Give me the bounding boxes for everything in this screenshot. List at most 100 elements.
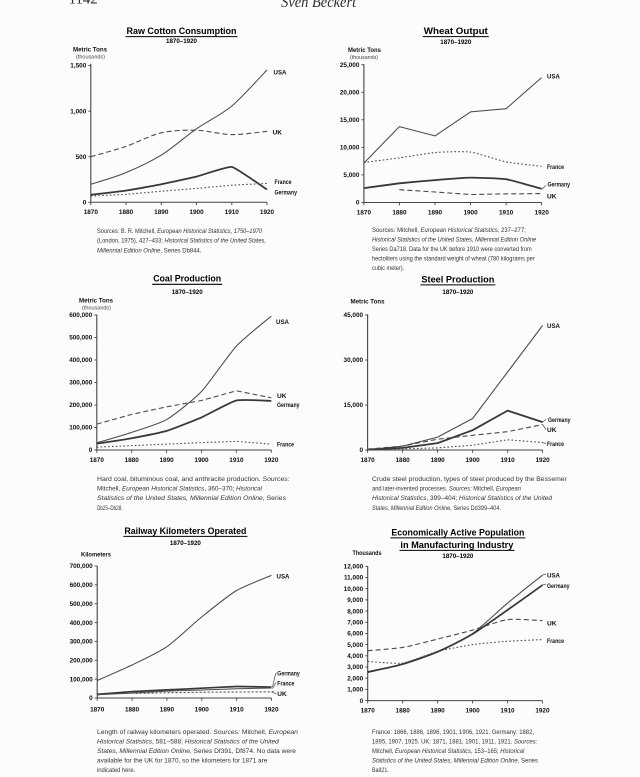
svg-text:(thousands): (thousands) xyxy=(350,55,378,61)
svg-text:1920: 1920 xyxy=(535,457,550,464)
svg-text:1,500: 1,500 xyxy=(70,63,86,70)
svg-text:States, Millennial Edition Onl: States, Millennial Edition Online, Serie… xyxy=(97,748,296,755)
svg-text:Historical Statistics of the U: Historical Statistics of the United Stat… xyxy=(372,236,537,243)
svg-text:2,000: 2,000 xyxy=(347,675,363,682)
svg-text:France: France xyxy=(547,638,564,645)
svg-text:Germany: Germany xyxy=(277,671,300,678)
svg-text:(London, 1975), 427–433; Histo: (London, 1975), 427–433; Historical Stat… xyxy=(97,238,266,245)
svg-text:USA: USA xyxy=(547,573,560,580)
svg-text:1920: 1920 xyxy=(260,209,275,216)
svg-text:Metric Tons: Metric Tons xyxy=(348,47,382,54)
svg-text:Germany: Germany xyxy=(548,182,571,189)
svg-text:Coal Production: Coal Production xyxy=(153,274,221,285)
svg-text:11,000: 11,000 xyxy=(344,575,364,582)
svg-text:300,000: 300,000 xyxy=(69,380,93,387)
svg-text:10,000: 10,000 xyxy=(340,145,360,152)
svg-text:15,000: 15,000 xyxy=(344,402,364,409)
svg-text:Hard coal, bituminous coal, an: Hard coal, bituminous coal, and anthraci… xyxy=(97,476,290,483)
svg-text:France: France xyxy=(547,164,564,171)
svg-text:Germany: Germany xyxy=(277,402,300,409)
svg-text:1,000: 1,000 xyxy=(347,687,363,694)
svg-text:Ba821.: Ba821. xyxy=(372,767,389,774)
svg-text:1870–1920: 1870–1920 xyxy=(442,289,474,296)
svg-text:1910: 1910 xyxy=(225,209,240,216)
svg-text:100,000: 100,000 xyxy=(69,425,93,432)
svg-text:1910: 1910 xyxy=(499,210,514,217)
svg-text:1920: 1920 xyxy=(264,457,279,464)
svg-text:1880: 1880 xyxy=(119,209,134,216)
svg-text:700,000: 700,000 xyxy=(70,563,94,570)
svg-text:indicated here.: indicated here. xyxy=(97,767,135,774)
svg-text:0: 0 xyxy=(356,200,360,207)
svg-text:1920: 1920 xyxy=(535,210,550,217)
svg-text:States, Millennial Edition Onl: States, Millennial Edition Online, Serie… xyxy=(372,505,501,512)
svg-text:1900: 1900 xyxy=(195,707,210,714)
svg-text:in Manufacturing Industry: in Manufacturing Industry xyxy=(400,540,514,551)
svg-text:UK: UK xyxy=(277,691,287,698)
svg-text:1890: 1890 xyxy=(430,708,445,715)
svg-text:1880: 1880 xyxy=(396,708,411,715)
svg-text:1880: 1880 xyxy=(395,457,410,464)
svg-text:France: France xyxy=(547,441,564,448)
svg-text:1895, 1907, 1925. UK: 1871, 18: 1895, 1907, 1925. UK: 1871, 1881, 1901, … xyxy=(372,738,537,745)
svg-text:500: 500 xyxy=(76,154,87,161)
svg-text:1910: 1910 xyxy=(500,457,515,464)
svg-text:UK: UK xyxy=(547,427,557,434)
svg-text:Db25–Db28.: Db25–Db28. xyxy=(97,505,123,512)
svg-text:USA: USA xyxy=(547,74,560,81)
svg-text:1920: 1920 xyxy=(535,708,550,715)
svg-text:1910: 1910 xyxy=(500,708,515,715)
svg-text:Historical Statistics, 581–588: Historical Statistics, 581–588; Historic… xyxy=(97,738,279,745)
svg-text:Steel Production: Steel Production xyxy=(421,274,494,285)
svg-text:1870: 1870 xyxy=(360,457,375,464)
svg-text:1880: 1880 xyxy=(392,210,407,217)
svg-text:France: France xyxy=(277,680,294,687)
svg-text:Wheat Output: Wheat Output xyxy=(424,26,489,37)
svg-text:France: France xyxy=(277,442,294,449)
svg-text:100,000: 100,000 xyxy=(70,676,94,683)
svg-text:15,000: 15,000 xyxy=(340,117,360,124)
svg-text:600,000: 600,000 xyxy=(70,582,94,589)
svg-text:Series Da718. Data for the UK: Series Da718. Data for the UK before 191… xyxy=(372,246,532,253)
svg-text:1910: 1910 xyxy=(229,457,244,464)
svg-text:1920: 1920 xyxy=(264,707,279,714)
svg-text:Statistics of the United State: Statistics of the United States, Millenn… xyxy=(372,757,538,764)
svg-text:1870–1920: 1870–1920 xyxy=(170,540,202,547)
svg-text:Length of railway kilometers o: Length of railway kilometers operated. S… xyxy=(97,729,298,736)
svg-text:Germany: Germany xyxy=(547,583,570,590)
svg-text:0: 0 xyxy=(360,447,364,454)
svg-text:0: 0 xyxy=(89,695,93,702)
svg-text:1870: 1870 xyxy=(84,209,99,216)
svg-text:and later-invented processes.: and later-invented processes. Sources: M… xyxy=(372,486,521,493)
svg-text:4,000: 4,000 xyxy=(347,653,363,660)
svg-text:20,000: 20,000 xyxy=(340,89,360,96)
svg-text:1880: 1880 xyxy=(125,457,140,464)
svg-text:1890: 1890 xyxy=(430,457,445,464)
svg-text:1870: 1870 xyxy=(361,708,376,715)
svg-text:500,000: 500,000 xyxy=(69,335,93,342)
svg-text:Germany: Germany xyxy=(548,417,571,424)
svg-text:200,000: 200,000 xyxy=(69,402,93,409)
svg-text:1890: 1890 xyxy=(160,707,175,714)
svg-text:10,000: 10,000 xyxy=(344,586,364,593)
svg-text:France: France xyxy=(275,179,292,186)
svg-text:8,000: 8,000 xyxy=(347,608,363,615)
svg-text:Statistics of the United State: Statistics of the United States, Millenn… xyxy=(97,495,286,502)
svg-text:USA: USA xyxy=(547,323,560,330)
svg-text:6,000: 6,000 xyxy=(347,631,363,638)
svg-text:Millennial Edition Online, Ser: Millennial Edition Online, Series Db844. xyxy=(97,248,202,255)
svg-text:1870: 1870 xyxy=(90,707,105,714)
svg-text:(thousands): (thousands) xyxy=(82,306,111,312)
svg-text:1,000: 1,000 xyxy=(70,108,86,115)
svg-text:7,000: 7,000 xyxy=(347,619,363,626)
svg-text:1870–1920: 1870–1920 xyxy=(166,38,198,45)
svg-text:UK: UK xyxy=(277,393,287,400)
svg-text:0: 0 xyxy=(89,447,93,454)
svg-text:USA: USA xyxy=(277,574,290,581)
svg-text:1880: 1880 xyxy=(125,707,140,714)
svg-text:Crude steel production, types: Crude steel production, types of steel p… xyxy=(372,476,567,483)
svg-text:1870–1920: 1870–1920 xyxy=(442,553,474,560)
svg-text:600,000: 600,000 xyxy=(69,312,93,319)
svg-text:Germany: Germany xyxy=(275,190,298,197)
svg-text:Metric Tons: Metric Tons xyxy=(351,299,386,306)
